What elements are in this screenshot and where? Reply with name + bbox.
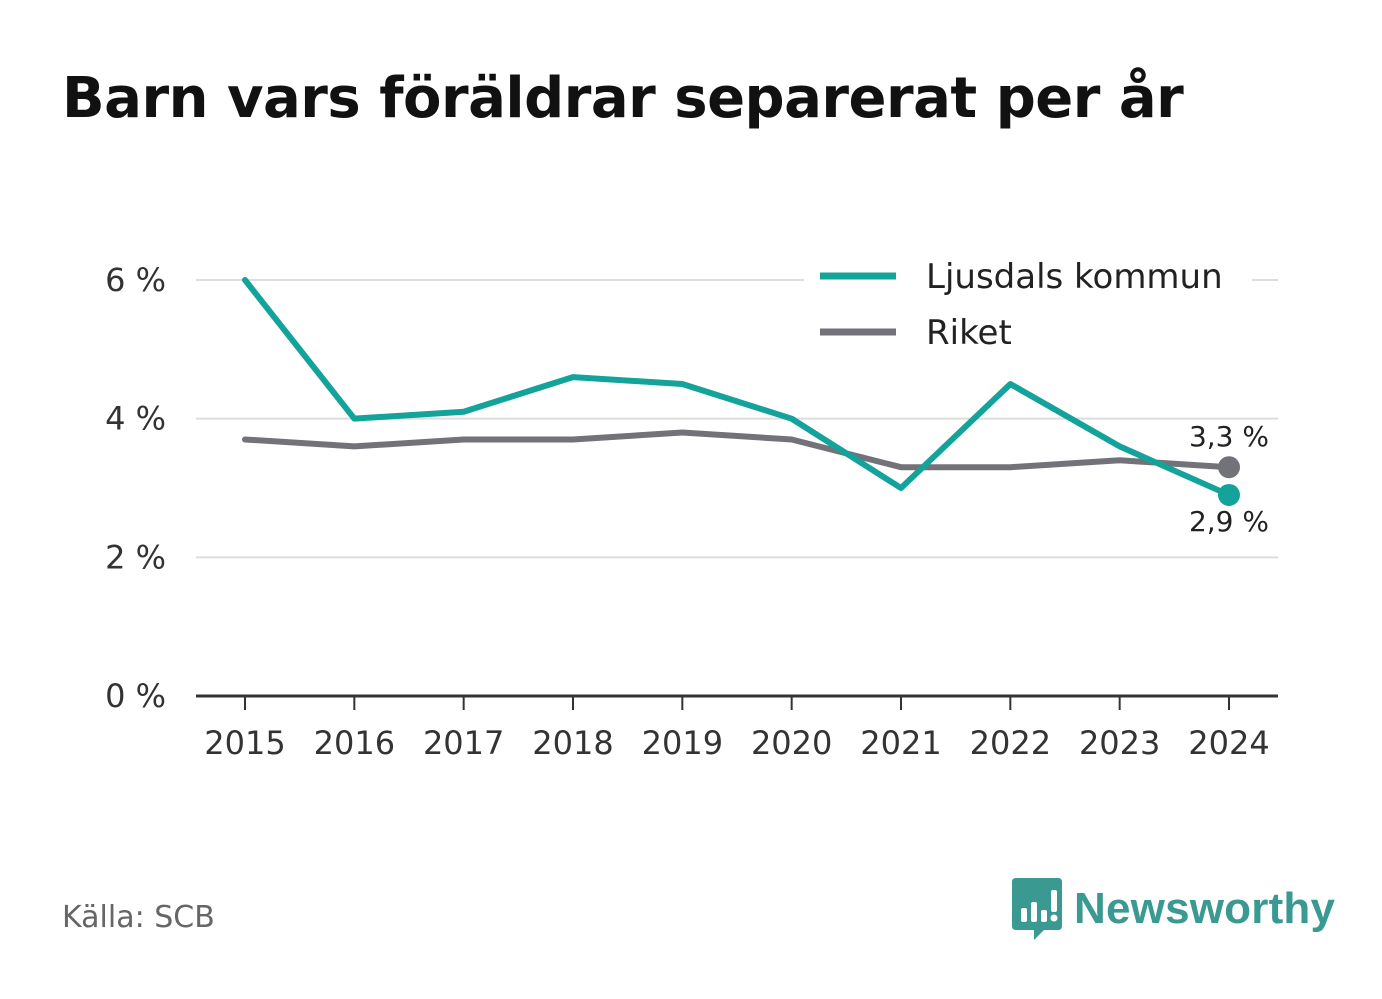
y-axis-tick-labels: 0 % 2 % 4 % 6 % — [105, 261, 166, 715]
line-chart: 0 % 2 % 4 % 6 % 2015 2016 2017 2018 2019 2020 202… — [105, 250, 1278, 762]
series-line — [242, 429, 1232, 471]
chart-title: Barn vars föräldrar separerat per år — [62, 66, 1184, 131]
x-axis: 2015 2016 2017 2018 2019 2020 2021 2022 2023 2024 — [196, 694, 1278, 762]
x-tick-label: 2018 — [532, 724, 613, 762]
brand-logo: Newsworthy — [1010, 878, 1335, 940]
y-tick-label: 0 % — [105, 677, 166, 715]
series-line — [242, 277, 1232, 498]
x-tick-label: 2022 — [970, 724, 1051, 762]
end-labels: 3,3 % 2,9 % — [1189, 420, 1269, 538]
legend: Ljusdals kommun Riket — [804, 250, 1252, 360]
legend-background — [804, 250, 1252, 360]
x-tick-label: 2020 — [751, 724, 832, 762]
legend-label: Ljusdals kommun — [926, 257, 1223, 297]
x-tick-label: 2021 — [860, 724, 941, 762]
x-tick-label: 2023 — [1079, 724, 1160, 762]
newsworthy-logo-icon — [1012, 878, 1062, 940]
y-tick-label: 6 % — [105, 261, 166, 299]
end-label: 3,3 % — [1189, 420, 1269, 453]
legend-label: Riket — [926, 313, 1012, 353]
y-tick-label: 4 % — [105, 400, 166, 438]
x-tick-label: 2024 — [1188, 724, 1269, 762]
brand-name: Newsworthy — [1074, 884, 1336, 933]
x-tick-label: 2015 — [204, 724, 285, 762]
x-tick-label: 2019 — [642, 724, 723, 762]
series-end-point — [1218, 483, 1240, 506]
x-tick-label: 2016 — [314, 724, 395, 762]
series-lines — [242, 277, 1240, 506]
source-note: Källa: SCB — [62, 900, 215, 935]
x-tick-label: 2017 — [423, 724, 504, 762]
y-tick-label: 2 % — [105, 538, 166, 576]
series-end-point — [1218, 456, 1240, 479]
end-label: 2,9 % — [1189, 505, 1269, 538]
